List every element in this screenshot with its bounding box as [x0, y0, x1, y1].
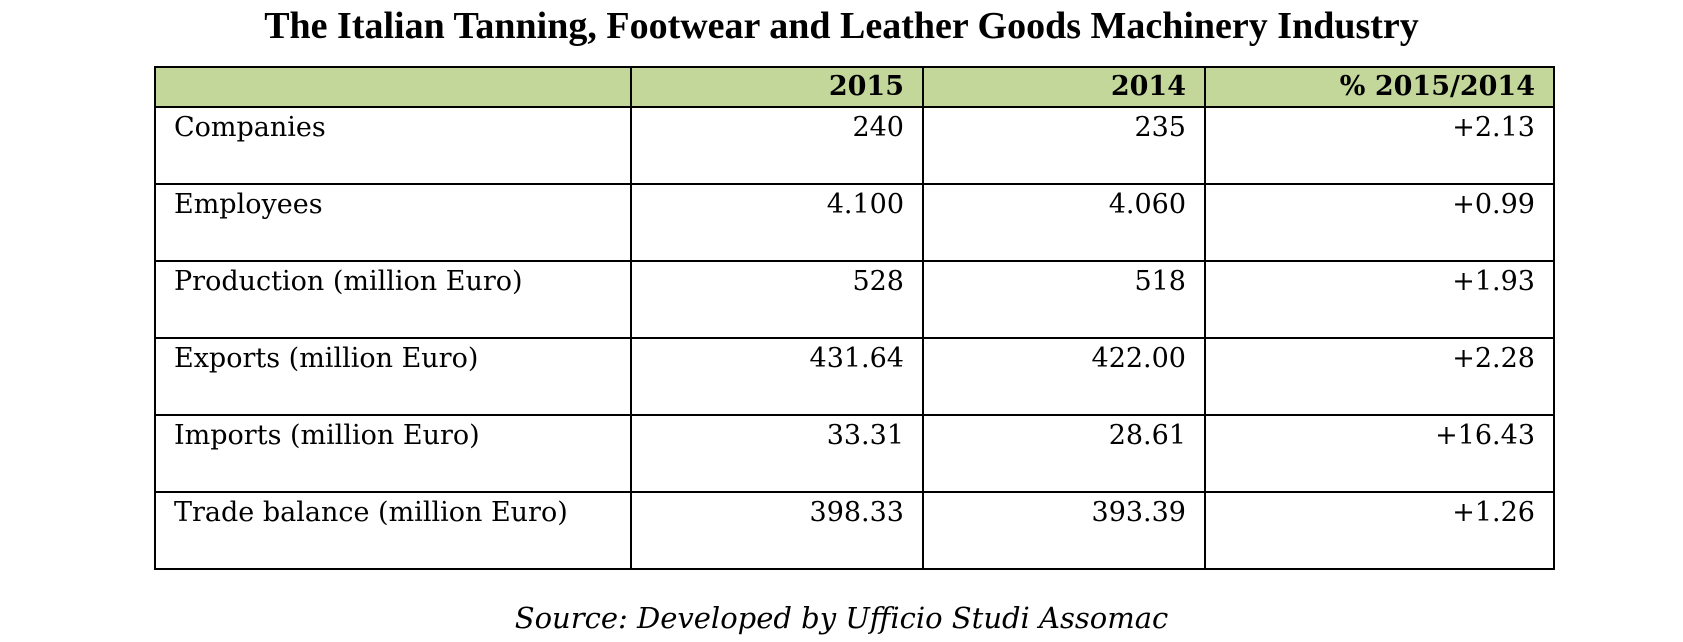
table-row: Trade balance (million Euro) 398.33 393.… [154, 491, 1555, 570]
cell-2014: 235 [922, 106, 1206, 185]
cell-2015: 4.100 [630, 183, 924, 262]
cell-2014: 4.060 [922, 183, 1206, 262]
table-row: Companies 240 235 +2.13 [154, 106, 1555, 185]
cell-2014: 28.61 [922, 414, 1206, 493]
row-label: Exports (million Euro) [154, 337, 632, 416]
cell-change: +2.13 [1204, 106, 1555, 185]
table-row: Employees 4.100 4.060 +0.99 [154, 183, 1555, 262]
row-label: Trade balance (million Euro) [154, 491, 632, 570]
cell-2015: 33.31 [630, 414, 924, 493]
table-row: Imports (million Euro) 33.31 28.61 +16.4… [154, 414, 1555, 493]
cell-2014: 518 [922, 260, 1206, 339]
cell-2015: 528 [630, 260, 924, 339]
table-row: Exports (million Euro) 431.64 422.00 +2.… [154, 337, 1555, 416]
table-header-row: 2015 2014 % 2015/2014 [154, 66, 1555, 108]
row-label: Imports (million Euro) [154, 414, 632, 493]
header-blank [154, 66, 632, 108]
cell-2014: 393.39 [922, 491, 1206, 570]
row-label: Production (million Euro) [154, 260, 632, 339]
cell-change: +1.93 [1204, 260, 1555, 339]
header-2014: 2014 [922, 66, 1206, 108]
cell-change: +1.26 [1204, 491, 1555, 570]
cell-change: +16.43 [1204, 414, 1555, 493]
cell-2015: 398.33 [630, 491, 924, 570]
industry-table: 2015 2014 % 2015/2014 Companies 240 235 … [154, 66, 1555, 570]
cell-change: +0.99 [1204, 183, 1555, 262]
table-row: Production (million Euro) 528 518 +1.93 [154, 260, 1555, 339]
source-caption: Source: Developed by Ufficio Studi Assom… [514, 601, 1169, 635]
cell-2015: 240 [630, 106, 924, 185]
cell-2015: 431.64 [630, 337, 924, 416]
header-2015: 2015 [630, 66, 924, 108]
header-change: % 2015/2014 [1204, 66, 1555, 108]
cell-change: +2.28 [1204, 337, 1555, 416]
page-title: The Italian Tanning, Footwear and Leathe… [264, 5, 1419, 47]
cell-2014: 422.00 [922, 337, 1206, 416]
row-label: Employees [154, 183, 632, 262]
row-label: Companies [154, 106, 632, 185]
